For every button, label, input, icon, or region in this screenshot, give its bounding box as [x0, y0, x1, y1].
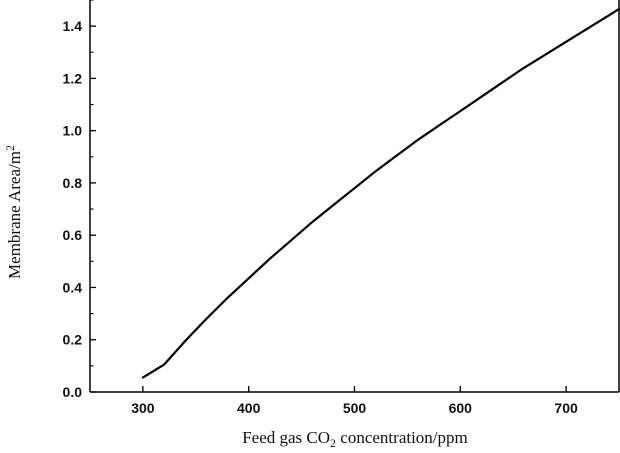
y-tick-label: 0.8	[63, 175, 83, 191]
series-layer	[141, 8, 620, 379]
x-tick-label: 700	[554, 400, 578, 416]
x-tick-label: 400	[237, 400, 261, 416]
x-tick-label: 500	[343, 400, 367, 416]
y-axis-title: Membrane Area/m2	[3, 145, 24, 279]
y-tick-label: 0.2	[63, 332, 83, 348]
x-axis: 300 400 500 600 700	[131, 386, 578, 416]
y-tick-label: 0.0	[63, 384, 83, 400]
series-line-0	[141, 8, 620, 379]
y-tick-label: 1.0	[63, 123, 83, 139]
y-tick-label: 0.4	[63, 279, 83, 295]
y-tick-label: 1.2	[63, 70, 83, 86]
y-tick-label: 1.4	[63, 18, 83, 34]
x-axis-title: Feed gas CO2 concentration/ppm	[242, 428, 468, 450]
x-tick-label: 300	[131, 400, 155, 416]
y-axis: 0.0 0.2 0.4 0.6 0.8 1.0 1.2 1.4	[63, 0, 96, 400]
y-tick-label: 0.6	[63, 227, 83, 243]
x-tick-label: 600	[449, 400, 473, 416]
